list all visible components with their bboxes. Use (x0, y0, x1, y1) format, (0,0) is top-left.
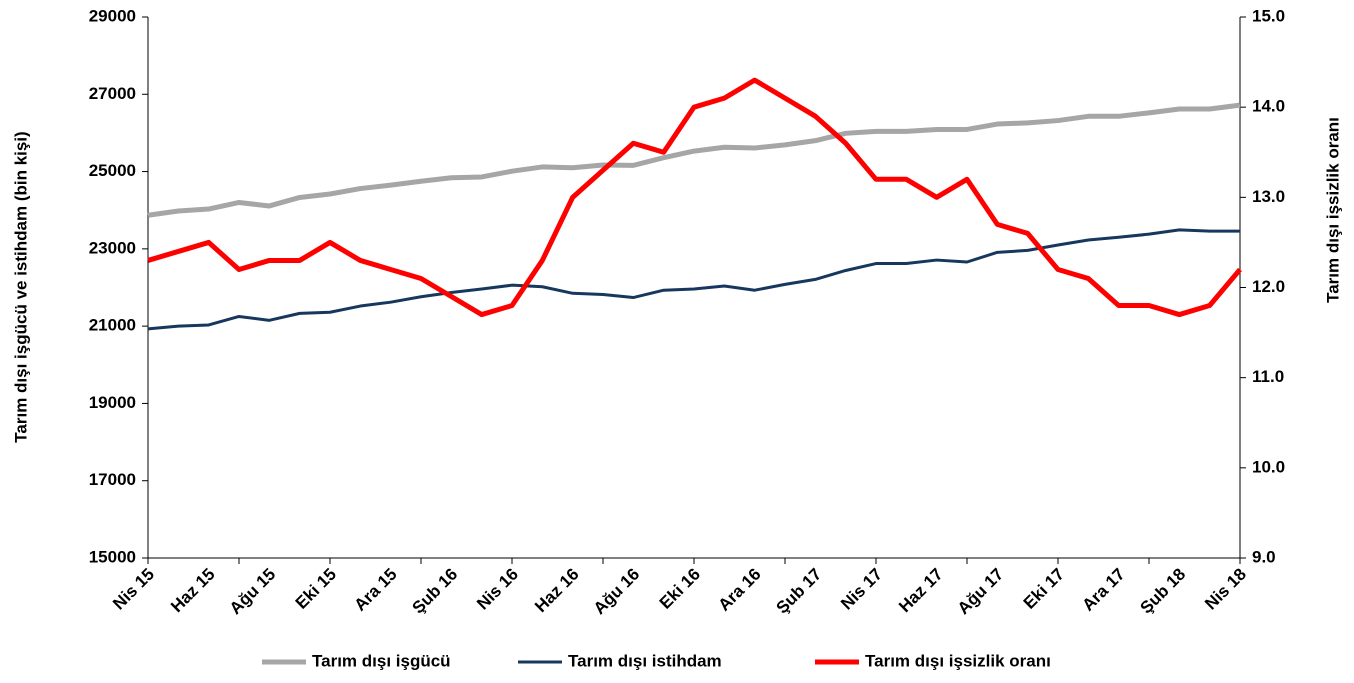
y2-tick-label: 11.0 (1252, 367, 1284, 386)
y-tick-label: 23000 (89, 238, 136, 257)
x-tick-label: Ara 16 (714, 565, 764, 615)
y-tick-label: 27000 (89, 84, 136, 103)
x-tick-label: Nis 17 (837, 565, 886, 614)
y-tick-label: 21000 (89, 316, 136, 335)
y2-tick-label: 15.0 (1252, 6, 1285, 25)
x-tick-label: Ağu 16 (590, 565, 644, 619)
series-line (147, 77, 1242, 318)
y2-tick-label: 13.0 (1252, 187, 1285, 206)
x-tick-label: Haz 15 (167, 565, 219, 617)
series-line (147, 228, 1240, 331)
y-tick-label: 17000 (89, 470, 136, 489)
y-tick-label: 15000 (89, 547, 136, 566)
y-tick-label: 25000 (89, 161, 136, 180)
y-tick-label: 19000 (89, 393, 136, 412)
x-tick-label: Ara 17 (1078, 565, 1128, 615)
y-axis-label: Tarım dışı işgücü ve istihdam (bin kişi) (11, 131, 30, 442)
y2-tick-label: 10.0 (1252, 457, 1285, 476)
y2-tick-label: 9.0 (1252, 547, 1276, 566)
x-tick-label: Eki 17 (1020, 565, 1068, 613)
legend-label: Tarım dışı istihdam (568, 651, 722, 670)
x-tick-label: Ara 15 (350, 565, 400, 615)
x-tick-label: Nis 16 (473, 565, 522, 614)
legend-label: Tarım dışı işgücü (312, 651, 451, 670)
x-tick-label: Haz 16 (531, 565, 583, 617)
y2-axis-label: Tarım dışı işsizlik oranı (1323, 117, 1342, 303)
x-tick-label: Şub 17 (772, 565, 825, 618)
y2-tick-label: 12.0 (1252, 277, 1285, 296)
x-tick-label: Eki 15 (292, 565, 340, 613)
x-tick-label: Şub 16 (408, 565, 461, 618)
y2-tick-label: 14.0 (1252, 97, 1285, 116)
x-tick-label: Haz 17 (895, 565, 947, 617)
y-tick-label: 29000 (89, 6, 136, 25)
legend-label: Tarım dışı işsizlik oranı (865, 651, 1051, 670)
x-tick-label: Ağu 15 (226, 565, 280, 619)
x-tick-label: Şub 18 (1136, 565, 1189, 618)
x-tick-label: Ağu 17 (954, 565, 1008, 619)
x-tick-label: Nis 15 (109, 565, 158, 614)
x-tick-label: Eki 16 (656, 565, 704, 613)
series-line (147, 102, 1241, 218)
x-tick-label: Nis 18 (1201, 565, 1250, 614)
